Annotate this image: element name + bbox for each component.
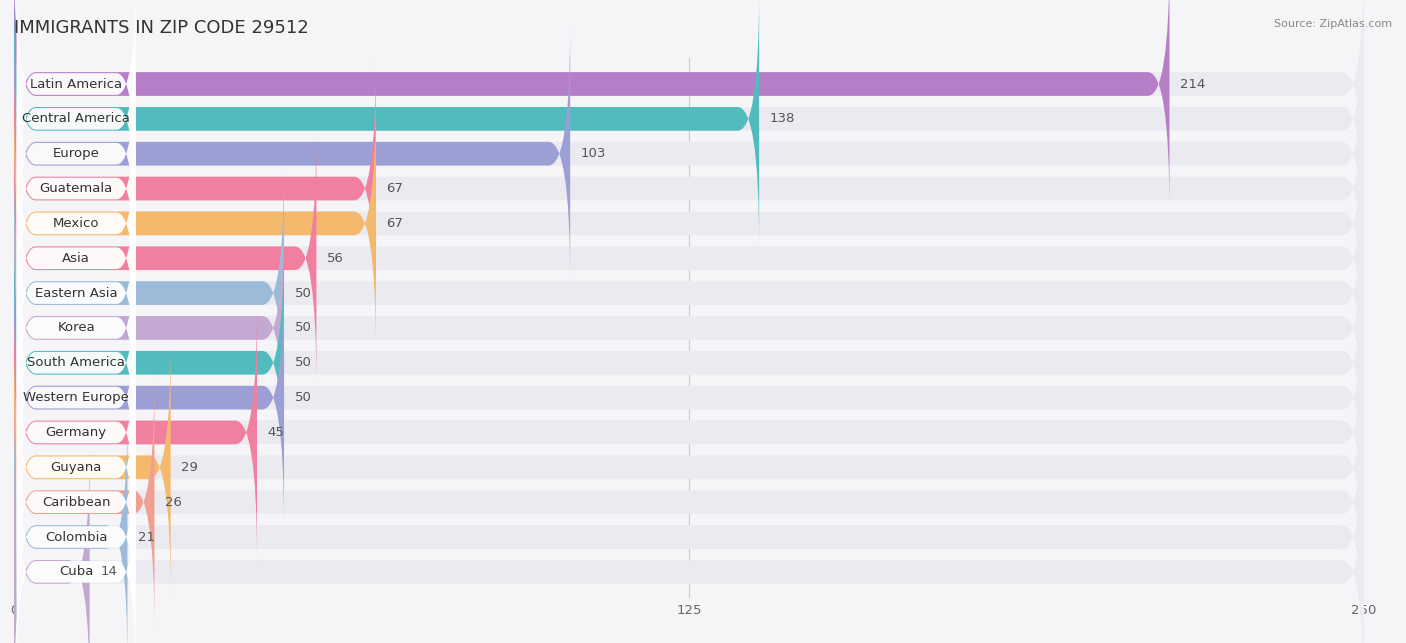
FancyBboxPatch shape — [17, 42, 135, 265]
Text: South America: South America — [27, 356, 125, 369]
FancyBboxPatch shape — [14, 305, 1364, 560]
FancyBboxPatch shape — [14, 26, 571, 281]
FancyBboxPatch shape — [17, 182, 135, 404]
Text: 56: 56 — [328, 252, 344, 265]
FancyBboxPatch shape — [14, 0, 759, 246]
FancyBboxPatch shape — [14, 235, 284, 491]
Text: Western Europe: Western Europe — [24, 391, 129, 404]
Text: 14: 14 — [100, 565, 117, 578]
Text: 103: 103 — [581, 147, 606, 160]
Text: Colombia: Colombia — [45, 530, 107, 543]
FancyBboxPatch shape — [14, 235, 1364, 491]
Text: Source: ZipAtlas.com: Source: ZipAtlas.com — [1274, 19, 1392, 30]
FancyBboxPatch shape — [14, 201, 1364, 455]
FancyBboxPatch shape — [17, 287, 135, 509]
FancyBboxPatch shape — [14, 131, 316, 386]
FancyBboxPatch shape — [14, 201, 284, 455]
FancyBboxPatch shape — [17, 0, 135, 195]
FancyBboxPatch shape — [14, 165, 1364, 421]
FancyBboxPatch shape — [17, 217, 135, 439]
Text: Mexico: Mexico — [53, 217, 100, 230]
Text: 45: 45 — [267, 426, 284, 439]
Text: IMMIGRANTS IN ZIP CODE 29512: IMMIGRANTS IN ZIP CODE 29512 — [14, 19, 309, 37]
FancyBboxPatch shape — [14, 410, 128, 643]
Text: Europe: Europe — [52, 147, 100, 160]
Text: 50: 50 — [295, 391, 312, 404]
Text: 21: 21 — [138, 530, 155, 543]
FancyBboxPatch shape — [14, 444, 1364, 643]
FancyBboxPatch shape — [17, 322, 135, 543]
FancyBboxPatch shape — [17, 460, 135, 643]
Text: Eastern Asia: Eastern Asia — [35, 287, 118, 300]
Text: Asia: Asia — [62, 252, 90, 265]
FancyBboxPatch shape — [14, 0, 1364, 246]
FancyBboxPatch shape — [14, 270, 1364, 525]
Text: 67: 67 — [387, 217, 404, 230]
FancyBboxPatch shape — [14, 61, 1364, 316]
FancyBboxPatch shape — [17, 251, 135, 474]
Text: 214: 214 — [1180, 78, 1205, 91]
Text: Caribbean: Caribbean — [42, 496, 111, 509]
FancyBboxPatch shape — [14, 61, 375, 316]
FancyBboxPatch shape — [14, 26, 1364, 281]
FancyBboxPatch shape — [17, 391, 135, 613]
FancyBboxPatch shape — [14, 0, 1170, 212]
FancyBboxPatch shape — [17, 113, 135, 334]
FancyBboxPatch shape — [14, 375, 1364, 629]
Text: Korea: Korea — [58, 322, 96, 334]
FancyBboxPatch shape — [14, 410, 1364, 643]
Text: Germany: Germany — [45, 426, 107, 439]
Text: 50: 50 — [295, 356, 312, 369]
FancyBboxPatch shape — [17, 77, 135, 300]
Text: 50: 50 — [295, 287, 312, 300]
Text: 50: 50 — [295, 322, 312, 334]
FancyBboxPatch shape — [14, 340, 1364, 595]
Text: Cuba: Cuba — [59, 565, 93, 578]
FancyBboxPatch shape — [14, 444, 90, 643]
FancyBboxPatch shape — [17, 8, 135, 230]
Text: 67: 67 — [387, 182, 404, 195]
Text: Latin America: Latin America — [30, 78, 122, 91]
Text: Central America: Central America — [22, 113, 131, 125]
FancyBboxPatch shape — [14, 340, 170, 595]
Text: 26: 26 — [166, 496, 183, 509]
FancyBboxPatch shape — [14, 131, 1364, 386]
FancyBboxPatch shape — [14, 165, 284, 421]
FancyBboxPatch shape — [14, 270, 284, 525]
FancyBboxPatch shape — [14, 305, 257, 560]
FancyBboxPatch shape — [14, 96, 375, 351]
FancyBboxPatch shape — [14, 375, 155, 629]
FancyBboxPatch shape — [14, 96, 1364, 351]
FancyBboxPatch shape — [17, 147, 135, 369]
Text: 138: 138 — [770, 113, 796, 125]
FancyBboxPatch shape — [17, 426, 135, 643]
Text: Guyana: Guyana — [51, 461, 101, 474]
FancyBboxPatch shape — [17, 356, 135, 579]
Text: 29: 29 — [181, 461, 198, 474]
Text: Guatemala: Guatemala — [39, 182, 112, 195]
FancyBboxPatch shape — [14, 0, 1364, 212]
